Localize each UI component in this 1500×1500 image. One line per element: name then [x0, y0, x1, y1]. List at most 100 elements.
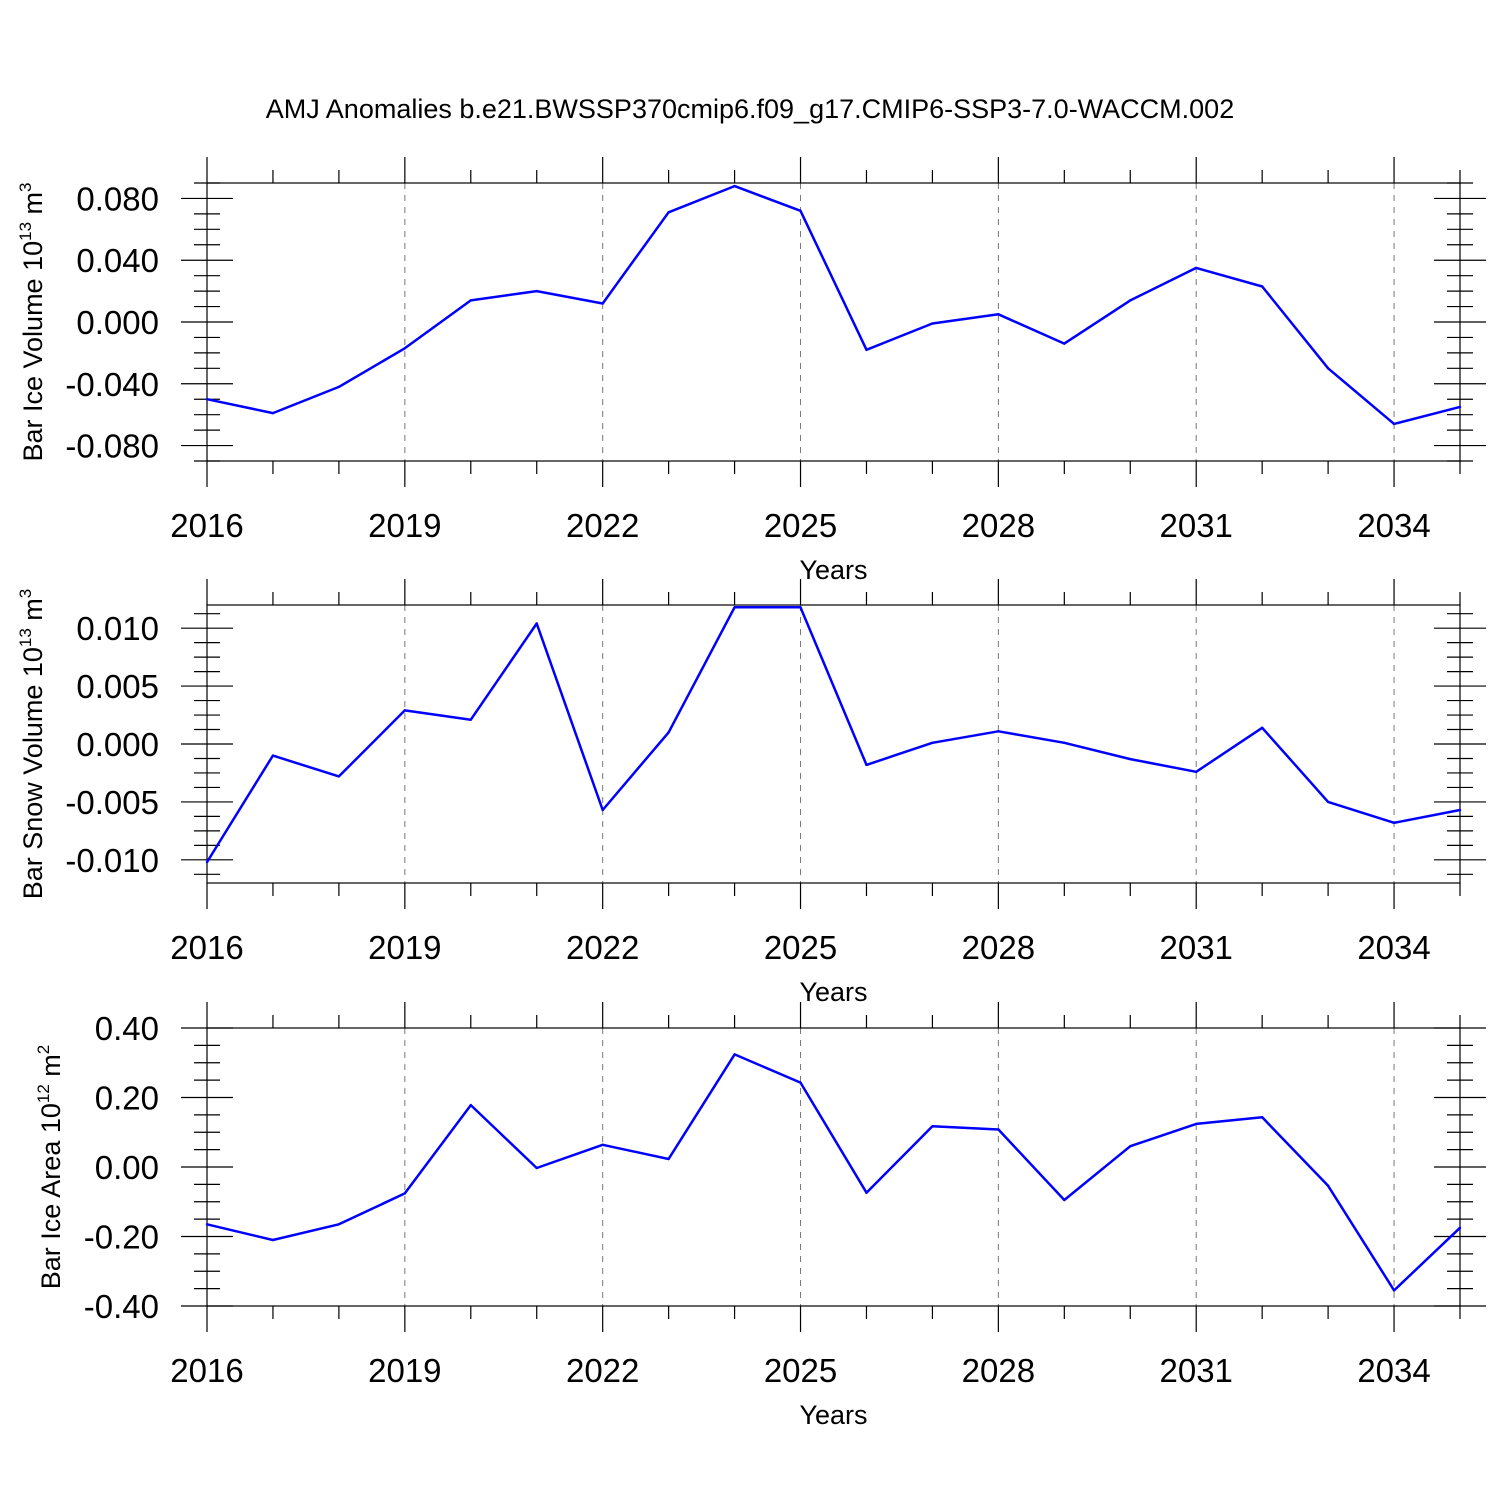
y-tick-label: -0.080: [65, 428, 159, 465]
y-axis-title-main: Bar Ice Area 10: [36, 1103, 66, 1289]
y-axis-title-main: Bar Ice Volume 10: [18, 241, 48, 462]
x-tick-label: 2016: [170, 1352, 243, 1389]
x-axis-title: Years: [799, 977, 867, 1007]
data-point: [337, 1223, 341, 1226]
panel-1: -0.080 -0.040 0.000 0.040 0.080 2016 2019 2022 2…: [16, 157, 1486, 585]
y-tick-label: 0.000: [76, 304, 159, 341]
data-point: [865, 348, 868, 351]
y-axis-title-exponent: 13: [16, 628, 35, 647]
x-tick-label: 2019: [368, 507, 441, 544]
data-point: [997, 1128, 1000, 1131]
data-point: [469, 718, 472, 721]
data-point: [667, 211, 670, 214]
series-line: [206, 184, 1461, 426]
data-point: [469, 1103, 472, 1107]
data-point: [1260, 726, 1264, 729]
data-point: [1392, 1289, 1396, 1292]
y-tick-label: 0.00: [95, 1149, 159, 1186]
data-point: [205, 398, 209, 401]
data-point: [1392, 422, 1396, 426]
data-point: [799, 606, 802, 609]
data-point: [931, 741, 934, 745]
data-point: [931, 1125, 934, 1128]
data-point: [1195, 1122, 1198, 1126]
data-point: [337, 775, 341, 778]
y-axis-title-exponent: 13: [16, 222, 35, 241]
data-point: [1195, 266, 1198, 270]
y-tick-label: 0.010: [76, 610, 159, 647]
data-point: [733, 1053, 736, 1056]
data-point: [535, 622, 538, 625]
data-point: [271, 754, 275, 757]
data-point: [865, 763, 868, 767]
data-point: [403, 347, 407, 350]
x-tick-label: 2016: [170, 929, 243, 966]
data-point: [1260, 285, 1264, 288]
y-tick-label: -0.40: [84, 1288, 159, 1325]
data-point: [1326, 1184, 1330, 1187]
data-point: [865, 1191, 868, 1194]
data-point: [1129, 299, 1132, 302]
data-point: [403, 709, 407, 712]
data-point: [997, 730, 1000, 733]
data-point: [931, 322, 934, 325]
data-point: [997, 313, 1000, 316]
y-axis-title-unit: m: [18, 192, 48, 222]
y-axis-title: Bar Ice Volume 1013 m3: [16, 182, 48, 461]
y-tick-label: 0.40: [95, 1010, 159, 1047]
data-point: [799, 209, 802, 212]
y-axis-title-unit: m: [18, 598, 48, 628]
data-point: [1458, 1226, 1462, 1230]
x-tick-label: 2022: [566, 507, 639, 544]
x-tick-label: 2016: [170, 507, 243, 544]
y-axis-title-unit-exponent: 3: [16, 589, 35, 598]
y-axis-title: Bar Ice Area 1012 m2: [34, 1045, 66, 1290]
data-point: [1392, 821, 1396, 824]
data-point: [733, 184, 736, 188]
figure-title: AMJ Anomalies b.e21.BWSSP370cmip6.f09_g1…: [266, 94, 1234, 124]
x-tick-label: 2034: [1357, 929, 1430, 966]
data-point: [1326, 367, 1330, 370]
data-point: [205, 1223, 209, 1226]
y-tick-label: -0.20: [84, 1219, 159, 1256]
x-tick-label: 2028: [962, 929, 1035, 966]
y-tick-label: -0.005: [65, 784, 159, 821]
x-tick-label: 2028: [962, 507, 1035, 544]
data-point: [337, 385, 341, 389]
data-point: [271, 411, 275, 415]
x-tick-label: 2034: [1357, 507, 1430, 544]
y-tick-label: 0.040: [76, 242, 159, 279]
data-point: [667, 1157, 670, 1161]
data-point: [1063, 741, 1066, 745]
data-point: [1129, 757, 1132, 761]
data-point: [1458, 405, 1462, 409]
y-tick-label: 0.20: [95, 1080, 159, 1117]
y-tick-label: 0.080: [76, 180, 159, 217]
x-tick-label: 2031: [1159, 507, 1232, 544]
y-axis-title-exponent: 12: [34, 1084, 53, 1103]
x-axis-title: Years: [799, 555, 867, 585]
data-point: [601, 1143, 604, 1146]
y-tick-label: -0.010: [65, 842, 159, 879]
x-tick-label: 2022: [566, 929, 639, 966]
data-point: [667, 731, 670, 734]
data-point: [799, 1081, 802, 1084]
data-point: [1129, 1144, 1132, 1148]
x-tick-label: 2031: [1159, 1352, 1232, 1389]
data-point: [1458, 808, 1462, 812]
data-point: [1063, 1198, 1066, 1202]
x-tick-label: 2019: [368, 1352, 441, 1389]
x-tick-label: 2025: [764, 1352, 837, 1389]
data-point: [733, 606, 736, 609]
x-tick-label: 2031: [1159, 929, 1232, 966]
data-point: [601, 808, 604, 812]
series-line: [206, 1053, 1461, 1292]
data-point: [1195, 770, 1198, 773]
data-point: [601, 302, 604, 305]
data-point: [535, 289, 538, 293]
x-tick-label: 2019: [368, 929, 441, 966]
y-tick-label: -0.040: [65, 366, 159, 403]
x-tick-label: 2028: [962, 1352, 1035, 1389]
x-tick-label: 2034: [1357, 1352, 1430, 1389]
